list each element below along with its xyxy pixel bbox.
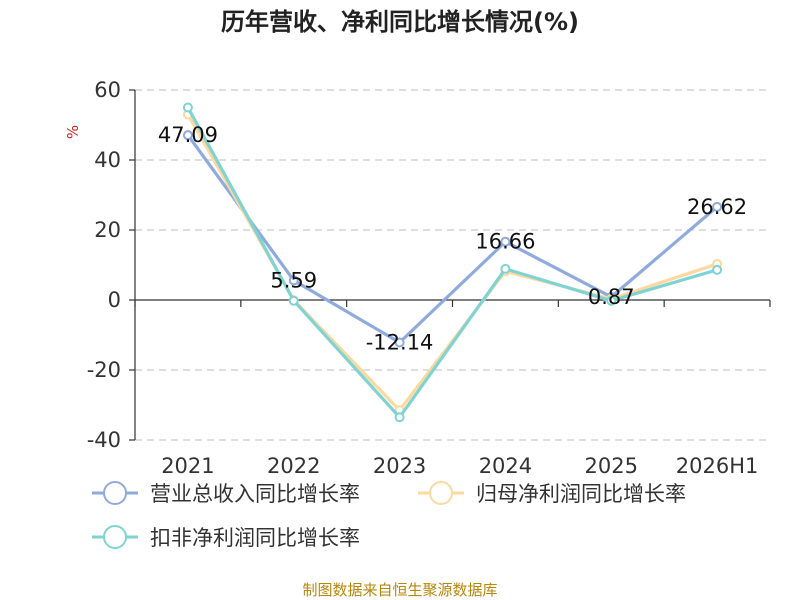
legend-item[interactable]: 扣非净利润同比增长率 [92,525,360,550]
source-note: 制图数据来自恒生聚源数据库 [302,581,497,599]
legend-item[interactable]: 归母净利润同比增长率 [418,481,686,506]
x-tick-label: 2023 [373,454,426,478]
data-point [712,264,723,275]
x-tick-label: 2026H1 [676,454,759,478]
x-tick-label: 2021 [161,454,214,478]
x-tick-label: 2024 [479,454,532,478]
data-point [394,412,405,423]
y-tick-label: 60 [94,78,121,102]
y-axis-unit-label: % [64,125,82,139]
data-label: 26.62 [687,195,747,219]
data-point [606,295,617,306]
legend-marker [103,481,127,505]
legend-label: 营业总收入同比增长率 [150,482,360,506]
legend-item[interactable]: 营业总收入同比增长率 [92,481,360,506]
legend-marker [429,481,453,505]
x-tick-label: 2022 [267,454,320,478]
x-tick-label: 2025 [585,454,638,478]
data-label: 16.66 [475,230,535,254]
y-tick-label: 0 [108,288,121,312]
data-point [182,130,193,141]
data-labels: 47.09 5.59 -12.14 16.66 0.87 26.62 [158,123,747,354]
series-lines [182,102,723,423]
y-tick-label: -40 [87,428,121,452]
data-point [394,337,405,348]
data-point [288,295,299,306]
data-label: 0.87 [588,285,635,309]
series-line-3 [186,106,718,419]
data-label: 47.09 [158,123,218,147]
grid-lines [129,89,770,441]
data-point [182,102,193,113]
data-label: -12.14 [366,330,434,354]
legend-label: 归母净利润同比增长率 [476,482,686,506]
chart-title: 历年营收、净利同比增长情况(%) [221,8,579,36]
y-tick-label: -20 [87,358,121,382]
series-line-1 [186,134,719,345]
data-point [500,236,511,247]
legend-marker [103,525,127,549]
x-tick-labels: 2021 2022 2023 2024 2025 2026H1 [161,454,758,478]
y-tick-label: 40 [94,148,121,172]
data-point [712,201,723,212]
data-point [288,275,299,286]
legend-label: 扣非净利润同比增长率 [150,526,360,550]
data-point [500,263,511,274]
data-label: 5.59 [270,268,317,292]
y-tick-labels: 60 40 20 0 -20 -40 [87,78,121,452]
axes [134,90,771,440]
series-line-2 [186,113,718,412]
y-tick-label: 20 [94,218,121,242]
